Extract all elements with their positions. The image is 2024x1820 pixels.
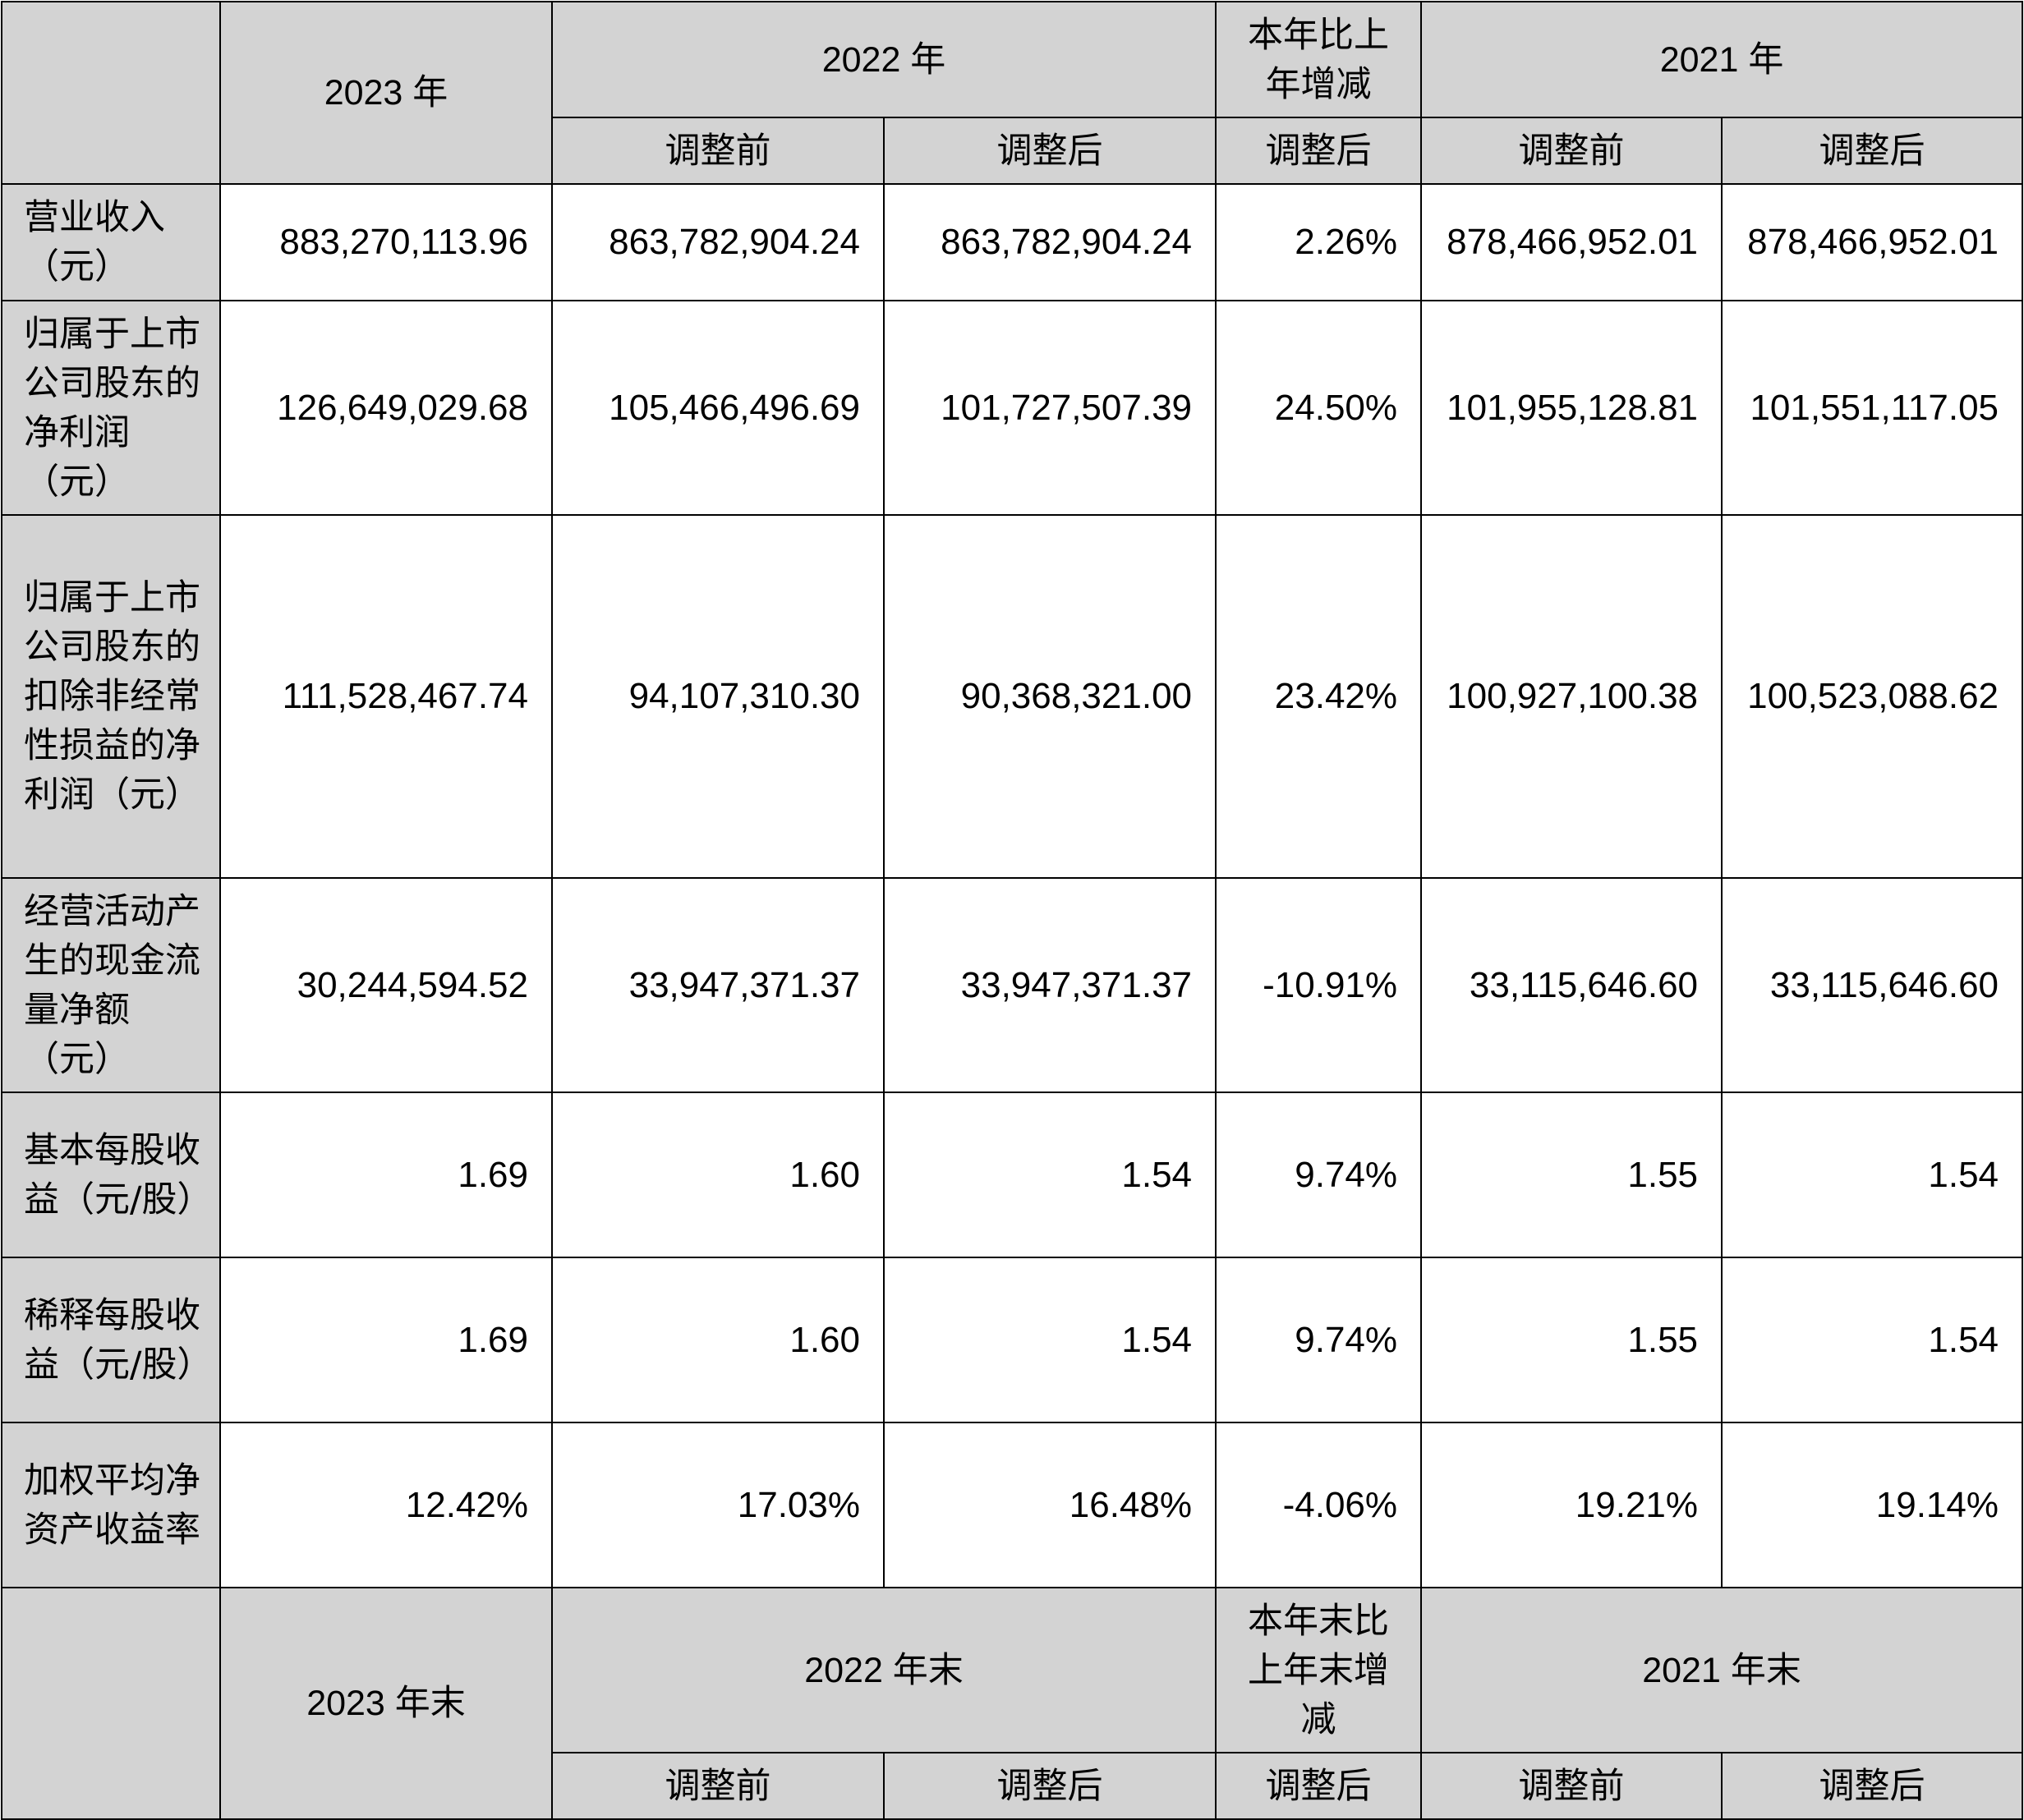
row-label-text: 归属于上市公司股东的净利润（元） (24, 313, 200, 503)
subheader-2021-after: 调整后 (1721, 117, 2024, 185)
table-row-net-profit: 归属于上市公司股东的净利润（元） 126,649,029.68 105,466,… (1, 300, 2024, 516)
cell-value: 101,727,507.39 (882, 300, 1217, 516)
header-2021-text: 2021 年 (1659, 39, 1784, 80)
cell-value: 19.14% (1721, 1422, 2024, 1588)
cell-value: 94,107,310.30 (551, 514, 885, 879)
cell-value: 16.48% (882, 1422, 1217, 1588)
row-label-text: 营业收入（元） (24, 197, 165, 287)
cell-value: 12.42% (219, 1422, 553, 1588)
row-label-diluted-eps: 稀释每股收益（元/股） (1, 1257, 221, 1423)
cell-value: 9.74% (1215, 1092, 1423, 1258)
cell-value: 863,782,904.24 (551, 183, 885, 301)
cell-value: 1.54 (882, 1092, 1217, 1258)
row-label-text: 归属于上市公司股东的扣除非经常性损益的净利润（元） (24, 577, 200, 816)
header-corner-cell (1, 1, 221, 185)
row-label-basic-eps: 基本每股收益（元/股） (1, 1092, 221, 1258)
cell-value: 1.55 (1420, 1092, 1723, 1258)
header-2022-end: 2022 年末 (550, 1587, 1217, 1753)
row-label-text: 稀释每股收益（元/股） (24, 1294, 213, 1386)
cell-value: 19.21% (1420, 1422, 1723, 1588)
subheader-yoy-after: 调整后 (1215, 117, 1423, 185)
cell-value: 9.74% (1215, 1257, 1423, 1423)
cell-value: 105,466,496.69 (551, 300, 885, 516)
header-row-top: 2023 年 2022 年 本年比上年增减 2021 年 (1, 1, 2024, 185)
header-2021-end-text: 2021 年末 (1642, 1650, 1801, 1690)
cell-value: 1.60 (551, 1257, 885, 1423)
row-label-text: 基本每股收益（元/股） (24, 1129, 213, 1220)
subheader-2022-end-before: 调整前 (551, 1752, 885, 1820)
row-label-text: 加权平均净资产收益率 (24, 1459, 200, 1551)
row-label-operating-cash-flow: 经营活动产生的现金流量净额（元） (1, 877, 221, 1093)
cell-value: 1.55 (1420, 1257, 1723, 1423)
cell-value: 1.60 (551, 1092, 885, 1258)
cell-value: 100,523,088.62 (1721, 514, 2024, 879)
subheader-2021-end-before: 调整前 (1420, 1752, 1723, 1820)
subheader-yoy-end-after: 调整后 (1215, 1752, 1423, 1820)
header-corner-cell-bottom (1, 1587, 221, 1820)
cell-value: -4.06% (1215, 1422, 1423, 1588)
cell-value: 90,368,321.00 (882, 514, 1217, 879)
header-2023: 2023 年 (219, 1, 553, 185)
cell-value: 1.69 (219, 1092, 553, 1258)
table-row-net-profit-excl-nonrecurring: 归属于上市公司股东的扣除非经常性损益的净利润（元） 111,528,467.74… (1, 514, 2024, 879)
header-2022-text: 2022 年 (821, 39, 946, 80)
cell-value: 1.54 (1721, 1092, 2024, 1258)
cell-value: 23.42% (1215, 514, 1423, 879)
cell-value: 101,955,128.81 (1420, 300, 1723, 516)
subheader-2022-before: 调整前 (551, 117, 885, 185)
header-row-bottom: 2023 年末 2022 年末 本年末比上年末增减 2021 年末 (1, 1587, 2024, 1820)
subheader-row-top: 调整前 调整后 调整后 调整前 调整后 (2, 117, 2024, 185)
table-row-revenue: 营业收入（元） 883,270,113.96 863,782,904.24 86… (1, 183, 2024, 301)
header-2023-text: 2023 年 (324, 73, 448, 113)
cell-value: 126,649,029.68 (219, 300, 553, 516)
cell-value: 878,466,952.01 (1721, 183, 2024, 301)
subheader-2021-end-after: 调整后 (1721, 1752, 2024, 1820)
cell-value: 30,244,594.52 (219, 877, 553, 1093)
header-2023-end-text: 2023 年末 (306, 1684, 466, 1723)
header-yoy-change: 本年比上年增减 (1215, 1, 1423, 118)
table-row-basic-eps: 基本每股收益（元/股） 1.69 1.60 1.54 9.74% 1.55 1.… (1, 1092, 2024, 1258)
row-label-weighted-roe: 加权平均净资产收益率 (1, 1422, 221, 1588)
subheader-2022-end-after: 调整后 (882, 1752, 1217, 1820)
table-row-diluted-eps: 稀释每股收益（元/股） 1.69 1.60 1.54 9.74% 1.55 1.… (1, 1257, 2024, 1423)
table-row-weighted-roe: 加权平均净资产收益率 12.42% 17.03% 16.48% -4.06% 1… (1, 1422, 2024, 1588)
table-row-operating-cash-flow: 经营活动产生的现金流量净额（元） 30,244,594.52 33,947,37… (1, 877, 2024, 1093)
cell-value: 33,947,371.37 (551, 877, 885, 1093)
header-2022-end-text: 2022 年末 (804, 1650, 964, 1690)
row-label-revenue: 营业收入（元） (1, 183, 221, 301)
cell-value: 33,115,646.60 (1721, 877, 2024, 1093)
header-2021: 2021 年 (1420, 1, 2024, 118)
row-label-text: 经营活动产生的现金流量净额（元） (24, 890, 200, 1080)
subheader-2022-after: 调整后 (882, 117, 1217, 185)
subheader-2021-before: 调整前 (1420, 117, 1723, 185)
header-2021-end: 2021 年末 (1420, 1587, 2024, 1753)
cell-value: 101,551,117.05 (1721, 300, 2024, 516)
header-2023-end: 2023 年末 (219, 1587, 553, 1820)
row-label-net-profit: 归属于上市公司股东的净利润（元） (1, 300, 221, 516)
cell-value: -10.91% (1215, 877, 1423, 1093)
cell-value: 24.50% (1215, 300, 1423, 516)
subheader-row-bottom: 调整前 调整后 调整后 调整前 调整后 (2, 1752, 2024, 1820)
cell-value: 878,466,952.01 (1420, 183, 1723, 301)
header-yoy-end-change: 本年末比上年末增减 (1215, 1587, 1423, 1753)
cell-value: 1.54 (1721, 1257, 2024, 1423)
cell-value: 111,528,467.74 (219, 514, 553, 879)
cell-value: 33,115,646.60 (1420, 877, 1723, 1093)
cell-value: 883,270,113.96 (219, 183, 553, 301)
cell-value: 17.03% (551, 1422, 885, 1588)
header-yoy-end-change-text: 本年末比上年末增减 (1248, 1600, 1390, 1740)
cell-value: 33,947,371.37 (882, 877, 1217, 1093)
header-2022: 2022 年 (550, 1, 1217, 118)
row-label-net-profit-excl-nonrecurring: 归属于上市公司股东的扣除非经常性损益的净利润（元） (1, 514, 221, 879)
cell-value: 863,782,904.24 (882, 183, 1217, 301)
cell-value: 100,927,100.38 (1420, 514, 1723, 879)
cell-value: 1.69 (219, 1257, 553, 1423)
cell-value: 1.54 (882, 1257, 1217, 1423)
header-yoy-change-text: 本年比上年增减 (1248, 14, 1390, 105)
cell-value: 2.26% (1215, 183, 1423, 301)
